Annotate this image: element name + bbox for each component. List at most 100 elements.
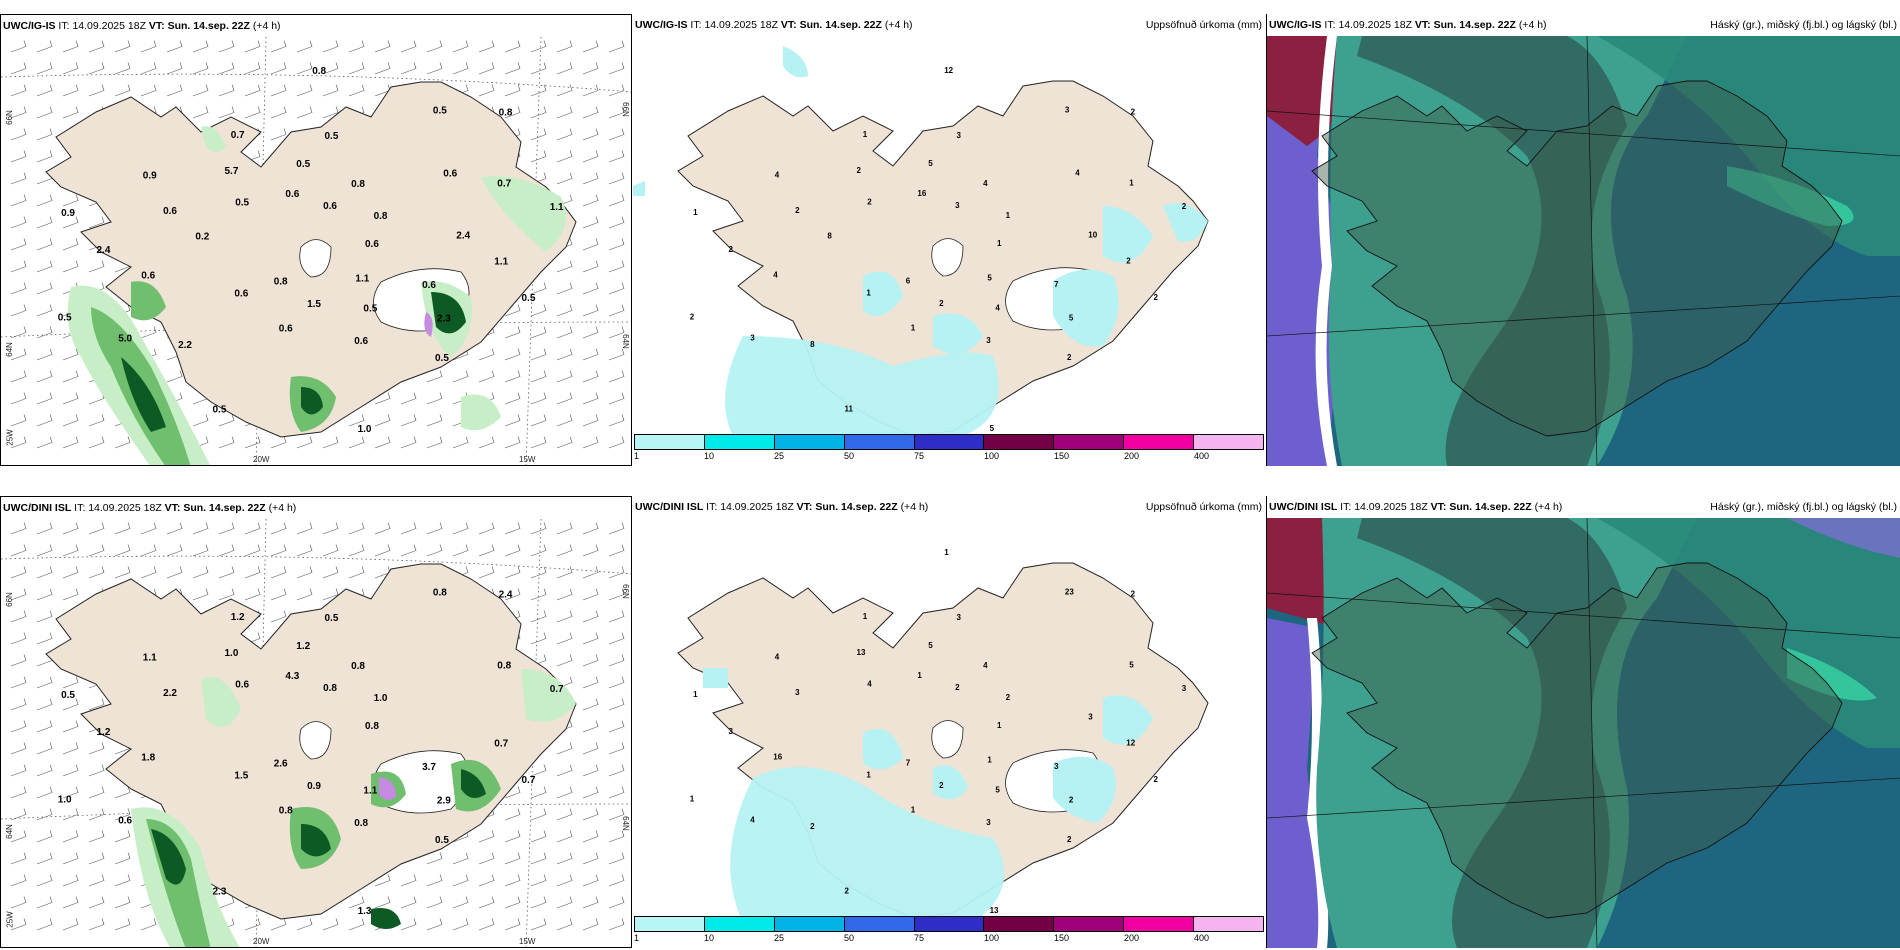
wind-barb	[10, 918, 27, 931]
precip-value-labels: 0.6 0.6 0.5 0.5 0.9 0.8 0.6 0.7 0.5 0.5 0.8 0.6 0.9 1…	[58, 66, 564, 435]
wind-barb	[10, 786, 27, 799]
wind-barb	[504, 896, 521, 909]
precip-value-label: 2	[1126, 256, 1131, 265]
lat-label-66n-right: 66N	[620, 102, 630, 117]
precip-value-label: 4	[775, 652, 780, 661]
lat-label-66n-right: 66N	[620, 584, 630, 599]
wind-barb	[140, 566, 157, 579]
vt-label: VT:	[780, 19, 797, 31]
wind-barb	[608, 40, 625, 53]
wind-barb	[10, 632, 27, 645]
wind-barb	[244, 436, 261, 449]
wind-barb	[556, 40, 573, 53]
precip-value-label: 0.8	[354, 818, 368, 829]
precip-value-label: 0.5	[296, 159, 310, 170]
wind-barb	[244, 588, 261, 601]
precip-value-label: 2.2	[163, 688, 177, 699]
precip-value-label: 0.8	[433, 588, 447, 599]
wind-barb	[36, 544, 53, 557]
wind-barb	[426, 436, 443, 449]
wind-barb	[322, 522, 339, 535]
wind-barb	[582, 676, 599, 689]
wind-barb	[36, 566, 53, 579]
wind-barb	[608, 808, 625, 821]
precip-value-label: 1.0	[374, 693, 388, 704]
precip-value-label: 0.7	[522, 775, 536, 786]
precip-value-label: 3	[1088, 713, 1093, 722]
wind-barb	[556, 128, 573, 141]
wind-barb	[218, 62, 235, 75]
colorbar-swatch	[914, 435, 985, 449]
colorbar-tick-label: 50	[844, 933, 855, 943]
it-value: 14.09.2025 18Z	[720, 501, 794, 513]
wind-barb	[582, 654, 599, 667]
colorbar-tick-label: 200	[1124, 933, 1140, 943]
precip-value-label: 1	[944, 548, 949, 557]
wind-barb	[62, 830, 79, 843]
wind-barb	[582, 764, 599, 777]
wind-barb	[582, 40, 599, 53]
colorbar-swatch	[1054, 917, 1125, 931]
precip-value-label: 3	[986, 336, 991, 345]
colorbar-swatch	[1194, 917, 1264, 931]
wind-barb	[36, 216, 53, 229]
wind-barb	[88, 874, 105, 887]
wind-barb	[10, 282, 27, 295]
wind-barb	[270, 128, 287, 141]
wind-barb	[296, 588, 313, 601]
wind-barb	[244, 918, 261, 931]
wind-barb	[62, 676, 79, 689]
precip-value-label: 0.5	[58, 313, 72, 324]
wind-barb	[582, 698, 599, 711]
precip-value-label: 1.0	[225, 648, 239, 659]
wind-barb	[608, 720, 625, 733]
wind-barb	[218, 544, 235, 557]
wind-barb	[556, 326, 573, 339]
wind-barb	[114, 830, 131, 843]
wind-barb	[374, 874, 391, 887]
wind-barb	[10, 764, 27, 777]
wind-barb	[62, 194, 79, 207]
colorbar-swatch	[635, 917, 705, 931]
wind-barb	[88, 392, 105, 405]
precip-value-label: 0.6	[422, 280, 436, 291]
wind-barb	[608, 370, 625, 383]
wind-barb	[530, 918, 547, 931]
wind-barb	[192, 414, 209, 427]
wind-barb	[530, 40, 547, 53]
vt-label: VT:	[1430, 501, 1447, 513]
wind-barb	[556, 436, 573, 449]
wind-barb	[608, 566, 625, 579]
lon-label-25w: 25W	[5, 911, 15, 928]
wind-barb	[556, 62, 573, 75]
wind-barb	[36, 414, 53, 427]
precip-value-label: 5	[990, 424, 995, 433]
precip-value-label: 0.6	[443, 168, 457, 179]
wind-barb	[374, 544, 391, 557]
precip-value-label: 2	[1154, 293, 1159, 302]
wind-barb	[62, 216, 79, 229]
wind-barb	[270, 84, 287, 97]
wind-barb	[62, 588, 79, 601]
wind-barb-map: 0.6 0.6 0.5 0.5 0.9 0.8 0.6 0.7 0.5 0.5 0.8 0.6 0.9 1…	[1, 37, 631, 465]
precip-value-label: 4	[775, 170, 780, 179]
wind-barb	[218, 566, 235, 579]
colorbar-swatch	[1124, 435, 1195, 449]
precip-value-label: 0.9	[307, 781, 321, 792]
precip-value-label: 1	[911, 805, 916, 814]
wind-barb	[10, 392, 27, 405]
wind-barb	[36, 764, 53, 777]
wind-barb	[10, 436, 27, 449]
wind-barb	[36, 896, 53, 909]
wind-barb	[582, 62, 599, 75]
lead-time: (+4 h)	[1534, 501, 1563, 513]
lon-label-20w: 20W	[253, 937, 270, 946]
precip-value-label: 0.8	[351, 661, 365, 672]
wind-barb	[166, 522, 183, 535]
wind-barb	[608, 392, 625, 405]
wind-barb	[608, 128, 625, 141]
wind-barb	[296, 62, 313, 75]
precip-value-label: 1	[1129, 178, 1134, 187]
precip-value-label: 0.8	[279, 805, 293, 816]
